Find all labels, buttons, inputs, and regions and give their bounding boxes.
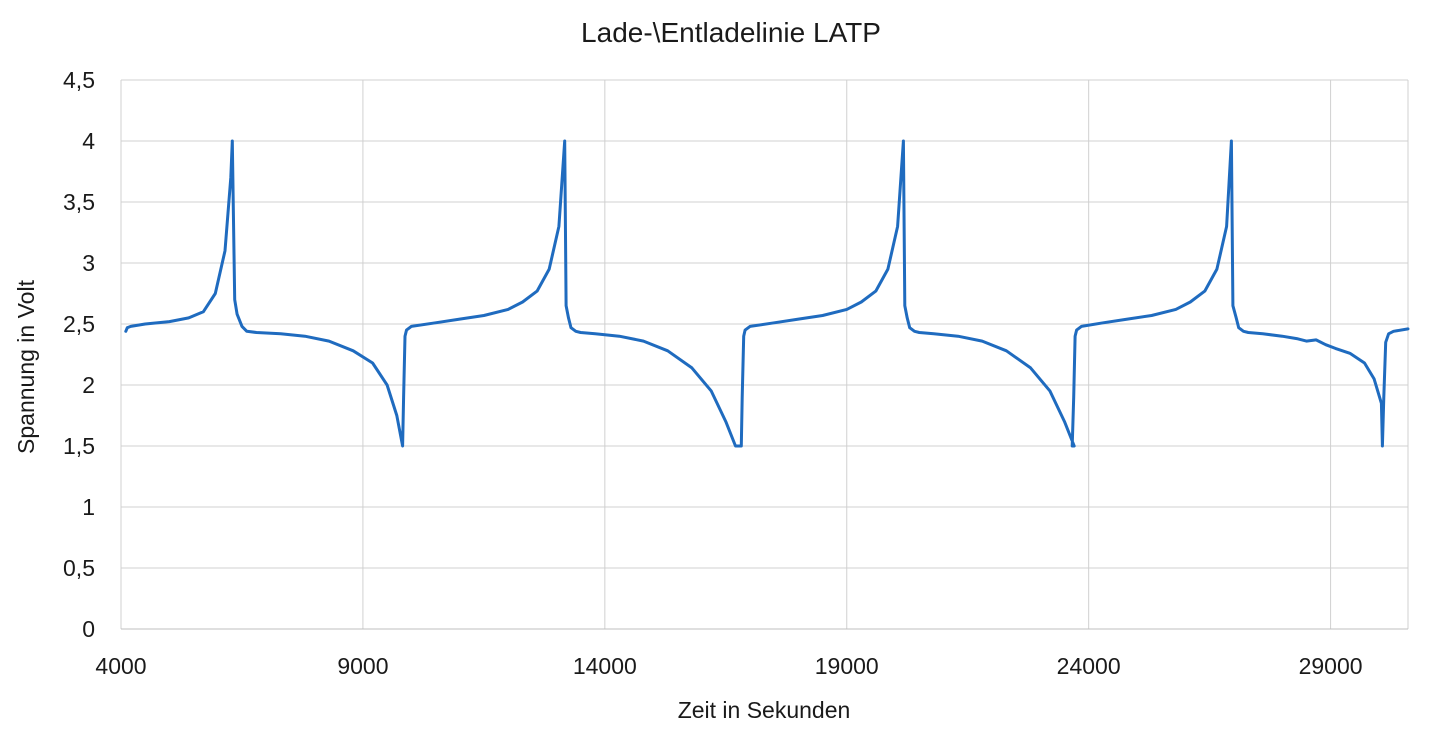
y-tick-label: 2,5: [63, 311, 95, 337]
y-tick-label: 3: [82, 250, 95, 276]
y-axis-title: Spannung in Volt: [13, 279, 39, 454]
x-tick-labels: 4000 9000 14000 19000 24000 29000: [95, 653, 1362, 679]
y-tick-label: 0,5: [63, 555, 95, 581]
x-tick-label: 4000: [95, 653, 146, 679]
y-tick-labels: 0 0,5 1 1,5 2 2,5 3 3,5 4 4,5: [63, 67, 95, 642]
x-tick-label: 29000: [1299, 653, 1363, 679]
x-axis-title: Zeit in Sekunden: [678, 697, 851, 723]
y-tick-label: 0: [82, 616, 95, 642]
x-tick-label: 14000: [573, 653, 637, 679]
y-tick-label: 4,5: [63, 67, 95, 93]
x-tick-label: 19000: [815, 653, 879, 679]
x-tick-label: 24000: [1057, 653, 1121, 679]
grid: [120, 79, 1409, 630]
y-tick-label: 4: [82, 128, 95, 154]
y-tick-label: 3,5: [63, 189, 95, 215]
chart-title: Lade-\Entladelinie LATP: [581, 17, 881, 48]
y-tick-label: 2: [82, 372, 95, 398]
x-tick-label: 9000: [337, 653, 388, 679]
y-tick-label: 1,5: [63, 433, 95, 459]
series-line: [124, 139, 1410, 448]
series: [124, 139, 1410, 448]
y-tick-label: 1: [82, 494, 95, 520]
